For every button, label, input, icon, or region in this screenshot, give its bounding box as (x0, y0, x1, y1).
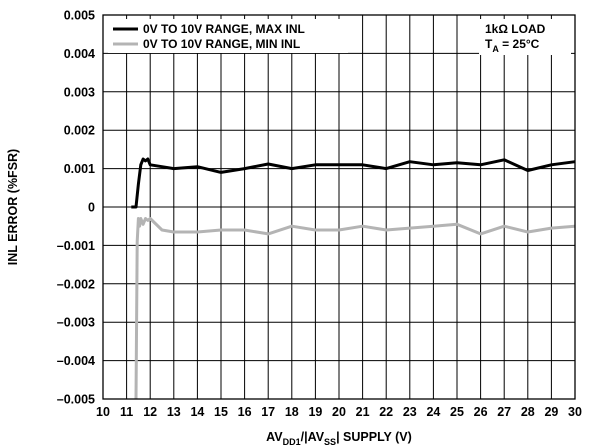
x-axis-title-mid: /|AV (301, 430, 325, 444)
y-axis-title: INL ERROR (%FSR) (6, 149, 20, 265)
legend-label-1: 0V TO 10V RANGE, MAX INL (143, 22, 305, 36)
y-tick-label: 0.002 (64, 124, 95, 138)
x-tick-label: 12 (143, 405, 157, 419)
annotation-temp-sub: A (492, 44, 499, 54)
x-axis-title-base: AV (266, 430, 283, 444)
x-tick-label: 26 (474, 405, 488, 419)
y-tick-label: 0 (88, 201, 95, 215)
y-tick-label: –0.001 (57, 239, 95, 253)
y-tick-label: 0.001 (64, 162, 95, 176)
annotation-box (479, 19, 571, 55)
plot-frame (102, 14, 576, 400)
series-line-1 (131, 157, 576, 209)
annotation-temp-base: T (485, 37, 493, 51)
x-tick-labels: 10 11 12 13 14 15 16 17 18 19 20 21 22 23 24 25 26 27 28 29… (96, 405, 582, 419)
y-tick-label: 0.004 (64, 47, 95, 61)
x-axis-title-tail: | SUPPLY (V) (336, 430, 412, 444)
annotation-load: 1kΩ LOAD (485, 22, 546, 36)
x-tick-label: 13 (167, 405, 181, 419)
x-tick-label: 18 (285, 405, 299, 419)
x-axis-title-sub1: DD1 (283, 437, 301, 447)
x-tick-label: 21 (356, 405, 370, 419)
y-tick-label: –0.002 (57, 277, 95, 291)
grid-lines (103, 15, 575, 399)
y-tick-label: 0.005 (64, 9, 95, 23)
x-tick-label: 23 (403, 405, 417, 419)
x-tick-label: 30 (568, 405, 582, 419)
x-tick-label: 24 (426, 405, 440, 419)
x-tick-label: 25 (450, 405, 464, 419)
x-tick-label: 29 (544, 405, 558, 419)
annotation-temp-tail: = 25°C (499, 37, 540, 51)
y-tick-label: –0.003 (57, 316, 95, 330)
y-tick-label: –0.005 (57, 393, 95, 407)
legend-label-2: 0V TO 10V RANGE, MIN INL (143, 37, 300, 51)
x-tick-label: 11 (120, 405, 133, 419)
x-axis-title: AVDD1/|AVSS| SUPPLY (V) (266, 430, 412, 447)
x-tick-label: 15 (214, 405, 228, 419)
x-tick-label: 22 (379, 405, 393, 419)
series-line-2 (134, 217, 576, 400)
x-tick-label: 27 (497, 405, 511, 419)
y-tick-labels: 0.005 0.004 0.003 0.002 0.001 0 –0.001 –0.002 –0… (57, 9, 95, 407)
annotation-temp: TA = 25°C (485, 37, 540, 54)
x-axis-title-sub2: SS (324, 437, 336, 447)
x-tick-label: 28 (521, 405, 535, 419)
legend-box (108, 19, 348, 53)
x-tick-label: 10 (96, 405, 110, 419)
x-tick-label: 14 (190, 405, 204, 419)
x-tick-label: 17 (261, 405, 275, 419)
y-tick-label: –0.004 (57, 354, 95, 368)
x-tick-label: 19 (308, 405, 322, 419)
y-tick-label: 0.003 (64, 85, 95, 99)
x-tick-label: 16 (238, 405, 252, 419)
series-lines (131, 157, 576, 400)
x-tick-label: 20 (332, 405, 346, 419)
